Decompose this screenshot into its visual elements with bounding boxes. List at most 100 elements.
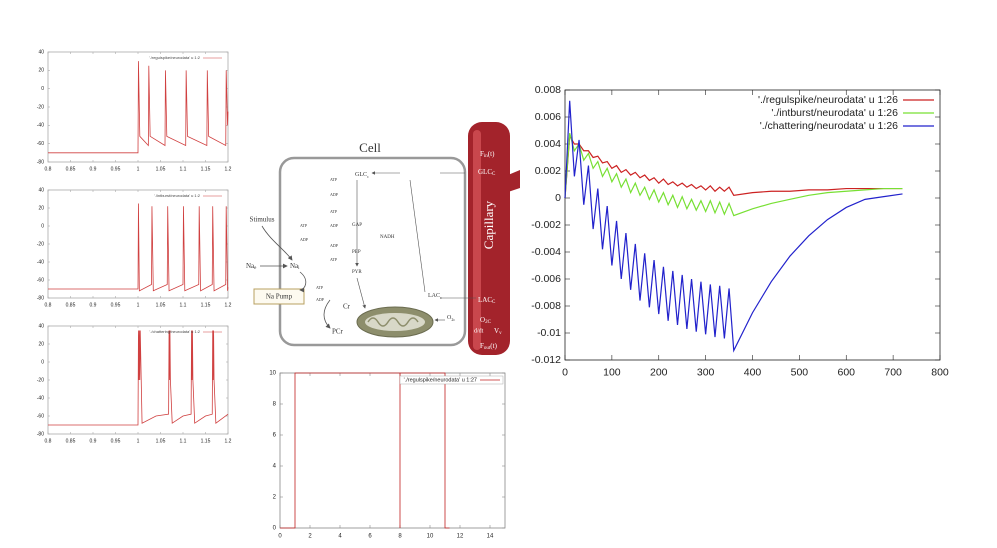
legend-label: './intburst/neurodata' u 1:2 <box>154 193 201 198</box>
pep-label: PEP <box>352 250 361 255</box>
y-tick-label: -40 <box>37 395 44 401</box>
x-tick-label: 14 <box>487 534 494 540</box>
series-line <box>564 133 903 217</box>
x-tick-label: 0 <box>278 534 282 540</box>
na-i-label: Nai <box>290 262 300 272</box>
lac-arrow <box>409 179 426 293</box>
dt-label: d/dt <box>474 328 484 334</box>
plot-frame <box>279 372 506 529</box>
y-tick-label: 0 <box>273 526 277 532</box>
f-out-label: Fout(t) <box>480 342 498 352</box>
x-tick-label: 500 <box>791 366 809 378</box>
x-tick-label: 8 <box>398 534 402 540</box>
legend-label: './chattering/neurodata' u 1:2 <box>150 329 201 334</box>
series-line <box>48 330 229 426</box>
o2-cap-label: O2C <box>480 316 492 326</box>
x-tick-label: 200 <box>650 366 668 378</box>
x-tick-label: 2 <box>308 534 312 540</box>
y-tick-label: -40 <box>37 259 44 265</box>
y-tick-label: 0 <box>41 359 44 365</box>
x-tick-label: 1.1 <box>180 438 187 444</box>
x-tick-label: 1 <box>137 438 140 444</box>
cr-label: Cr <box>343 303 351 311</box>
x-tick-label: 100 <box>603 366 621 378</box>
pump-label: Na Pump <box>266 293 293 301</box>
adp-label: ADP <box>330 223 339 228</box>
x-tick-label: 0.8 <box>45 438 52 444</box>
x-tick-label: 0.85 <box>66 302 76 308</box>
atp-label: ATP <box>330 177 338 182</box>
y-tick-label: 0.004 <box>535 138 561 150</box>
pyr-arrow <box>356 277 366 309</box>
f-in-label: Fin(t) <box>480 150 495 160</box>
y-tick-label: 0.006 <box>535 111 561 123</box>
plot-frame <box>564 89 941 361</box>
x-tick-label: 0.95 <box>111 166 121 172</box>
y-tick-label: 20 <box>38 205 44 211</box>
y-tick-label: 0 <box>41 223 44 229</box>
y-tick-label: -80 <box>37 431 44 437</box>
x-tick-label: 1.05 <box>156 438 166 444</box>
x-tick-label: 10 <box>427 534 434 540</box>
adp-label: ADP <box>300 237 309 242</box>
x-tick-label: 600 <box>837 366 855 378</box>
pcr-label: PCr <box>332 328 344 336</box>
x-tick-label: 6 <box>368 534 372 540</box>
capillary-label: Capillary <box>481 200 496 249</box>
y-tick-label: -20 <box>37 104 44 110</box>
x-tick-label: 1.15 <box>201 438 211 444</box>
y-tick-label: -0.008 <box>531 300 561 312</box>
x-tick-label: 1 <box>137 302 140 308</box>
cell-title: Cell <box>359 140 381 155</box>
lac-cap-label: LACC <box>478 296 496 306</box>
x-tick-label: 1.05 <box>156 166 166 172</box>
y-tick-label: 0.008 <box>535 84 561 96</box>
stimulus-label: Stimulus <box>250 216 275 224</box>
chart: 0.008 0.006 0.004 0.002 0 -0.002 -0.004 -0.006 -… <box>531 84 949 379</box>
x-tick-label: 1.1 <box>180 302 187 308</box>
series-line <box>280 372 450 529</box>
series-line <box>564 133 903 199</box>
adp-label: ADP <box>330 192 339 197</box>
y-tick-label: -0.006 <box>531 273 561 285</box>
legend-label: './intburst/neurodata' u 1:26 <box>771 107 898 119</box>
glc-cap-label: GLCC <box>478 168 496 178</box>
stimulus-arrow <box>261 225 293 261</box>
legend-label: './regulspike/neurodata' u 1:26 <box>758 94 898 106</box>
y-tick-label: -20 <box>37 241 44 247</box>
y-tick-label: 20 <box>38 341 44 347</box>
x-tick-label: 0 <box>562 366 568 378</box>
pump-box <box>253 288 305 305</box>
cr-arrow <box>323 299 331 329</box>
capillary-shine <box>473 130 481 350</box>
legend-box <box>399 375 504 385</box>
y-tick-label: -20 <box>37 377 44 383</box>
y-tick-label: 20 <box>38 68 44 74</box>
x-tick-label: 800 <box>931 366 949 378</box>
x-tick-label: 0.8 <box>45 302 52 308</box>
cell-membrane <box>278 156 467 347</box>
x-tick-label: 4 <box>338 534 342 540</box>
y-tick-label: -0.002 <box>531 219 561 231</box>
series-line <box>564 100 903 353</box>
y-tick-label: 6 <box>273 433 277 439</box>
pump-arrow <box>299 271 307 293</box>
x-tick-label: 0.9 <box>90 438 97 444</box>
adp-label: ADP <box>330 243 339 248</box>
y-tick-label: 40 <box>38 323 44 329</box>
series-line <box>48 203 229 292</box>
na-e-label: Nae <box>246 262 257 272</box>
y-tick-label: 0.002 <box>535 165 561 177</box>
y-tick-label: -60 <box>37 277 44 283</box>
vv-label: Vv <box>494 327 502 337</box>
y-tick-label: -60 <box>37 141 44 147</box>
x-tick-label: 0.85 <box>66 166 76 172</box>
nadh-label: NADH <box>380 235 395 240</box>
chart: 40 20 0 -20 -40 -60 -800.8 0.85 0.9 0.95 1 1.05 1.1 1… <box>37 187 232 308</box>
y-tick-label: -0.01 <box>537 327 561 339</box>
atp-label: ATP <box>316 285 324 290</box>
x-tick-label: 1.1 <box>180 166 187 172</box>
y-tick-label: -40 <box>37 123 44 129</box>
adp-label: ADP <box>316 297 325 302</box>
